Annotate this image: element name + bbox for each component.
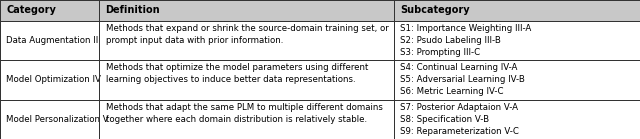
Text: Definition: Definition: [106, 5, 160, 15]
Bar: [99, 21, 394, 60]
Text: S1: Importance Weighting III-A
S2: Psudo Labeling III-B
S3: Prompting III-C: S1: Importance Weighting III-A S2: Psudo…: [400, 24, 531, 57]
Text: Subcategory: Subcategory: [400, 5, 470, 15]
Text: Methods that expand or shrink the source-domain training set, or
prompt input da: Methods that expand or shrink the source…: [106, 24, 388, 45]
Bar: [99, 0, 394, 21]
Text: Model Optimization IV: Model Optimization IV: [6, 75, 101, 84]
Text: Category: Category: [6, 5, 56, 15]
Bar: [0, 100, 99, 139]
Text: S7: Posterior Adaptaion V-A
S8: Specification V-B
S9: Reparameterization V-C: S7: Posterior Adaptaion V-A S8: Specific…: [400, 103, 519, 136]
Bar: [394, 21, 640, 60]
Text: Methods that adapt the same PLM to multiple different domains
together where eac: Methods that adapt the same PLM to multi…: [106, 103, 383, 124]
Bar: [99, 100, 394, 139]
Bar: [99, 60, 394, 100]
Text: Methods that optimize the model parameters using different
learning objectives t: Methods that optimize the model paramete…: [106, 63, 368, 84]
Bar: [0, 21, 99, 60]
Bar: [394, 100, 640, 139]
Text: S4: Continual Learning IV-A
S5: Adversarial Learning IV-B
S6: Metric Learning IV: S4: Continual Learning IV-A S5: Adversar…: [400, 63, 525, 96]
Bar: [394, 60, 640, 100]
Bar: [0, 60, 99, 100]
Text: Model Personalization V: Model Personalization V: [6, 115, 109, 124]
Bar: [394, 0, 640, 21]
Text: Data Augmentation III: Data Augmentation III: [6, 36, 101, 45]
Bar: [0, 0, 99, 21]
